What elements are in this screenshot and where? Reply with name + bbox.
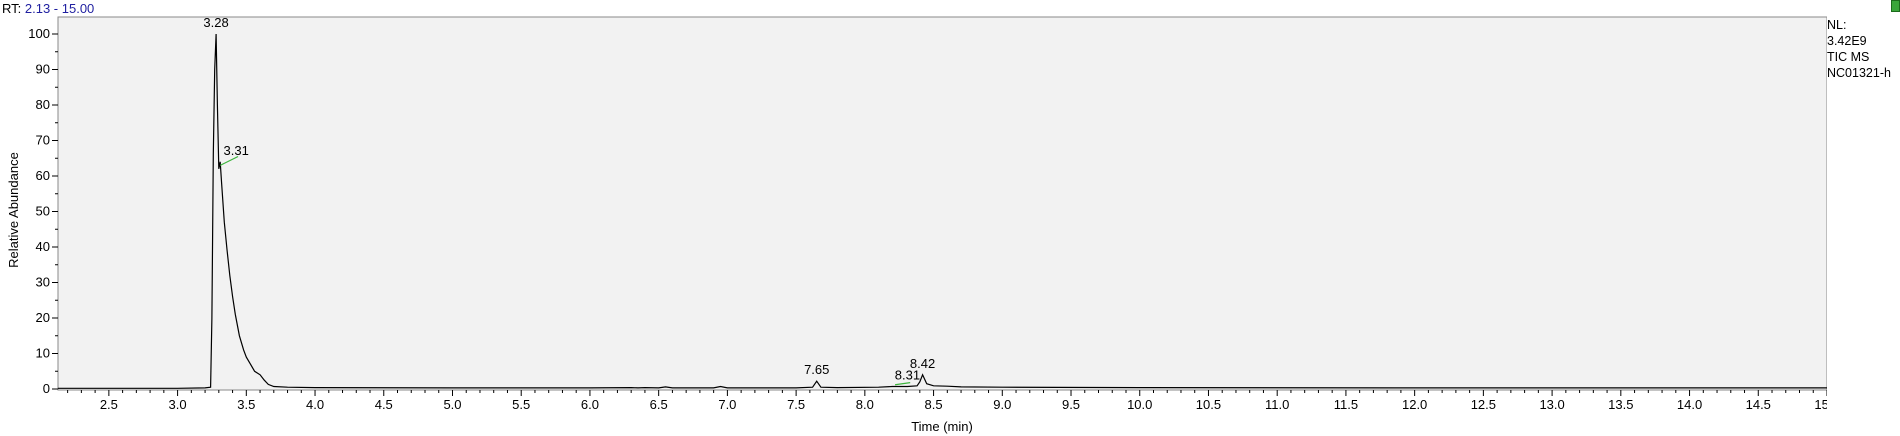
x-tick-label: 2.5 (100, 397, 118, 412)
x-tick-label: 7.0 (718, 397, 736, 412)
y-tick-label: 40 (36, 239, 50, 254)
x-tick-label: 13.0 (1539, 397, 1564, 412)
x-tick-label: 5.5 (512, 397, 530, 412)
y-tick-label: 20 (36, 310, 50, 325)
rt-range-value: 2.13 - 15.00 (24, 1, 95, 16)
x-tick-label: 12.5 (1471, 397, 1496, 412)
peak-label: 3.31 (224, 143, 249, 158)
plot-area (57, 16, 1827, 391)
green-status-icon[interactable] (1891, 0, 1900, 12)
trace-info-panel: NL: 3.42E9 TIC MS NC01321-h (1827, 17, 1891, 81)
x-tick-label: 7.5 (787, 397, 805, 412)
peak-label: 7.65 (804, 362, 829, 377)
baseline-marker (894, 382, 911, 386)
y-tick-label: 50 (36, 204, 50, 219)
x-tick-label: 15.0 (1814, 397, 1827, 412)
y-tick-label: 60 (36, 168, 50, 183)
tic-trace-line (58, 33, 1827, 389)
peak-label: 3.28 (203, 15, 228, 30)
y-tick-label: 100 (28, 26, 50, 41)
y-tick-label: 0 (43, 381, 50, 396)
x-tick-label: 12.0 (1402, 397, 1427, 412)
x-tick-label: 8.5 (925, 397, 943, 412)
y-tick-label: 90 (36, 62, 50, 77)
x-tick-label: 11.0 (1265, 397, 1289, 412)
x-tick-label: 3.0 (169, 397, 187, 412)
x-axis-label: Time (min) (911, 419, 973, 434)
y-tick-label: 30 (36, 275, 50, 290)
x-axis: 2.5 3.0 3.5 4.0 4.5 5.0 5.5 6.0 6.5 7.0 7.5 8.0 8.5 9… (67, 390, 1827, 412)
rt-label: RT: (2, 1, 22, 16)
y-axis-label: Relative Abundance (6, 152, 21, 268)
sample-name: NC01321-h (1827, 66, 1891, 80)
x-tick-label: 11.5 (1334, 397, 1358, 412)
y-tick-label: 10 (36, 346, 50, 361)
x-tick-label: 14.0 (1677, 397, 1702, 412)
baseline-marker (219, 155, 239, 166)
x-tick-label: 3.5 (237, 397, 255, 412)
x-tick-label: 9.0 (993, 397, 1011, 412)
chromatogram-chart: 0 10 20 30 40 50 60 70 80 90 100 2.5 3.0 3.5 4.0 4.5 5.… (6, 15, 1827, 434)
rt-range-header: RT: 2.13 - 15.00 (2, 1, 94, 16)
x-tick-label: 13.5 (1608, 397, 1633, 412)
y-tick-label: 80 (36, 97, 50, 112)
nl-value: 3.42E9 (1827, 34, 1867, 48)
peak-label: 8.31 (895, 368, 920, 383)
nl-label: NL: (1827, 18, 1847, 32)
x-tick-label: 9.5 (1062, 397, 1080, 412)
x-tick-label: 10.0 (1127, 397, 1152, 412)
baseline-markers (219, 155, 911, 386)
y-axis: 0 10 20 30 40 50 60 70 80 90 100 (28, 26, 58, 396)
x-tick-label: 8.0 (856, 397, 874, 412)
y-tick-label: 70 (36, 133, 50, 148)
x-tick-label: 6.5 (650, 397, 668, 412)
x-tick-label: 6.0 (581, 397, 599, 412)
peak-label: 8.42 (910, 356, 935, 371)
scan-type: TIC MS (1827, 50, 1870, 64)
x-tick-label: 5.0 (443, 397, 461, 412)
x-tick-label: 4.0 (306, 397, 324, 412)
x-tick-label: 14.5 (1746, 397, 1771, 412)
x-tick-label: 10.5 (1196, 397, 1221, 412)
x-tick-label: 4.5 (375, 397, 393, 412)
peak-annotations: 3.28 3.31 7.65 8.318.42 (203, 15, 935, 383)
